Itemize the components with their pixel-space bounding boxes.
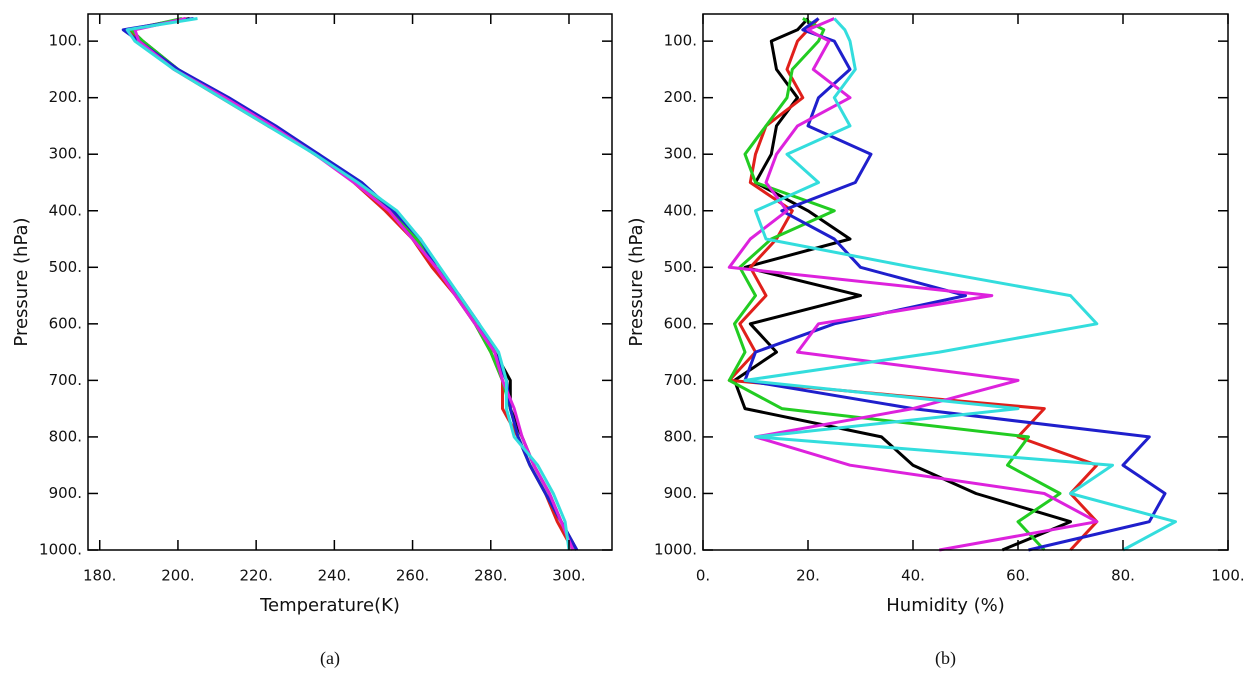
x-tick-label: 0.: [696, 567, 710, 585]
x-tick-label: 40.: [901, 567, 925, 585]
plot-frame: [702, 13, 1229, 551]
x-tick-label: 260.: [396, 567, 429, 585]
y-tick-label: 500.: [664, 258, 697, 276]
x-tick-label: 280.: [474, 567, 507, 585]
y-axis-label: Pressure (hPa): [626, 217, 647, 346]
y-tick-label: 100.: [49, 32, 82, 50]
y-tick-label: 700.: [664, 371, 697, 389]
y-tick-label: 900.: [664, 484, 697, 502]
y-tick-label: 700.: [49, 371, 82, 389]
x-axis-label: Humidity (%): [886, 595, 1005, 616]
x-tick-label: 20.: [796, 567, 820, 585]
y-tick-label: 200.: [664, 88, 697, 106]
profile-line: [129, 17, 575, 551]
caption: (b): [935, 648, 956, 669]
profile-line: [125, 17, 575, 551]
y-tick-label: 300.: [49, 145, 82, 163]
profile-line: [129, 17, 579, 551]
y-tick-label: 800.: [664, 427, 697, 445]
y-tick-label: 400.: [49, 201, 82, 219]
y-tick-label: 1000.: [654, 541, 697, 559]
y-axis-label: Pressure (hPa): [11, 217, 32, 346]
y-tick-label: 600.: [49, 314, 82, 332]
y-tick-label: 200.: [49, 88, 82, 106]
x-axis-label: Temperature(K): [259, 595, 400, 616]
y-tick-label: 600.: [664, 314, 697, 332]
y-tick-label: 900.: [49, 484, 82, 502]
x-tick-label: 220.: [239, 567, 272, 585]
plot-frame: [87, 13, 613, 551]
profile-line: [743, 17, 1177, 552]
x-tick-label: 100.: [1211, 567, 1244, 585]
profile-line: [727, 17, 1099, 552]
x-tick-label: 80.: [1111, 567, 1135, 585]
caption: (a): [320, 648, 340, 669]
profile-line: [121, 17, 579, 551]
x-tick-label: 200.: [161, 567, 194, 585]
x-tick-label: 300.: [552, 567, 585, 585]
x-tick-label: 60.: [1006, 567, 1030, 585]
profile-line: [733, 17, 1072, 552]
y-tick-label: 100.: [664, 32, 697, 50]
profile-line: [133, 17, 575, 551]
profile-line: [743, 17, 1167, 552]
y-tick-label: 300.: [664, 145, 697, 163]
x-tick-label: 240.: [318, 567, 351, 585]
y-tick-label: 1000.: [39, 541, 82, 559]
x-tick-label: 180.: [83, 567, 116, 585]
y-tick-label: 800.: [49, 427, 82, 445]
profile-line: [125, 17, 571, 551]
y-tick-label: 400.: [664, 201, 697, 219]
profile-line: [727, 17, 1099, 552]
y-tick-label: 500.: [49, 258, 82, 276]
